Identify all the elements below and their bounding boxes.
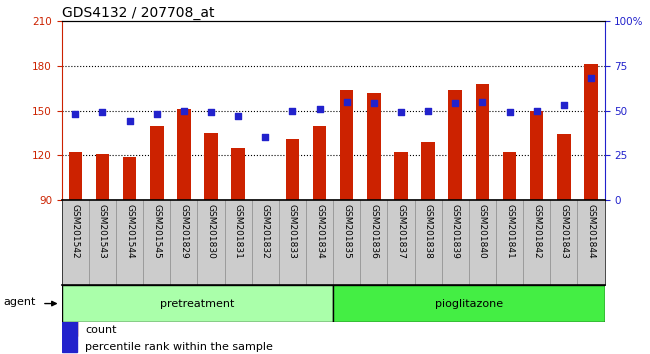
Text: agent: agent: [3, 297, 36, 307]
Bar: [62, 285, 333, 322]
Point: [558, 102, 569, 108]
Bar: [448, 90, 462, 200]
Text: GDS4132 / 207708_at: GDS4132 / 207708_at: [62, 6, 214, 20]
Point: [260, 135, 270, 140]
Text: percentile rank within the sample: percentile rank within the sample: [85, 342, 273, 352]
Text: GSM201829: GSM201829: [179, 204, 188, 259]
Text: GSM201835: GSM201835: [342, 204, 351, 259]
Text: GSM201844: GSM201844: [586, 204, 595, 259]
Text: GSM201842: GSM201842: [532, 204, 541, 259]
Point: [341, 99, 352, 104]
Bar: [333, 285, 604, 322]
Bar: [231, 148, 245, 200]
Text: GSM201840: GSM201840: [478, 204, 487, 259]
Point: [70, 112, 81, 117]
Point: [233, 113, 243, 119]
Text: GSM201832: GSM201832: [261, 204, 270, 259]
Text: GSM201833: GSM201833: [288, 204, 297, 259]
Bar: [204, 133, 218, 200]
Bar: [150, 126, 164, 200]
Text: GSM201838: GSM201838: [424, 204, 433, 259]
Bar: [557, 135, 571, 200]
Point: [287, 108, 298, 113]
Bar: [421, 142, 435, 200]
Point: [504, 110, 515, 115]
Point: [396, 110, 406, 115]
Point: [98, 110, 108, 115]
Point: [586, 76, 596, 81]
Bar: [62, 321, 77, 353]
Text: GSM201841: GSM201841: [505, 204, 514, 259]
Text: count: count: [85, 325, 116, 335]
Bar: [340, 90, 354, 200]
Bar: [62, 304, 77, 336]
Point: [151, 112, 162, 117]
Text: GSM201543: GSM201543: [98, 204, 107, 259]
Bar: [285, 139, 299, 200]
Point: [315, 106, 325, 112]
Point: [423, 108, 434, 113]
Text: GSM201836: GSM201836: [369, 204, 378, 259]
Point: [179, 108, 189, 113]
Text: pretreatment: pretreatment: [161, 298, 235, 309]
Text: GSM201843: GSM201843: [559, 204, 568, 259]
Text: GSM201837: GSM201837: [396, 204, 406, 259]
Bar: [530, 110, 543, 200]
Point: [532, 108, 542, 113]
Bar: [367, 93, 381, 200]
Bar: [502, 152, 516, 200]
Bar: [123, 157, 136, 200]
Bar: [68, 152, 82, 200]
Point: [206, 110, 216, 115]
Bar: [476, 84, 489, 200]
Text: GSM201839: GSM201839: [450, 204, 460, 259]
Text: GSM201830: GSM201830: [207, 204, 216, 259]
Text: GSM201542: GSM201542: [71, 204, 80, 259]
Point: [124, 119, 135, 124]
Text: GSM201834: GSM201834: [315, 204, 324, 259]
Point: [477, 99, 488, 104]
Text: pioglitazone: pioglitazone: [435, 298, 503, 309]
Bar: [584, 64, 598, 200]
Bar: [177, 109, 190, 200]
Bar: [394, 152, 408, 200]
Bar: [96, 154, 109, 200]
Text: GSM201831: GSM201831: [233, 204, 242, 259]
Point: [450, 101, 460, 106]
Text: GSM201544: GSM201544: [125, 204, 134, 259]
Bar: [313, 126, 326, 200]
Text: GSM201545: GSM201545: [152, 204, 161, 259]
Point: [369, 101, 379, 106]
